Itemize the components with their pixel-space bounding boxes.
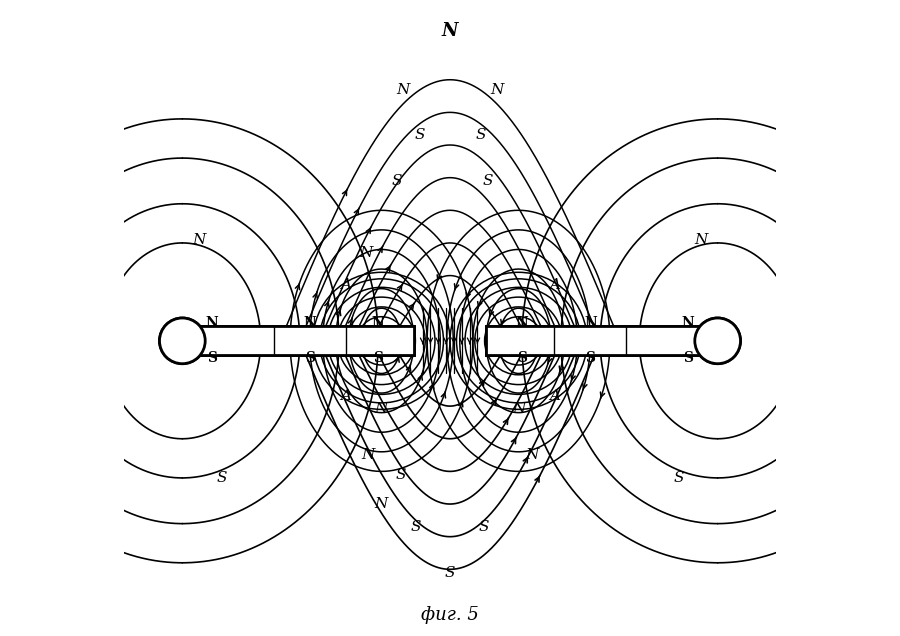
Text: S: S bbox=[374, 352, 383, 366]
Text: S: S bbox=[445, 565, 455, 579]
Text: S: S bbox=[479, 520, 490, 534]
Text: S: S bbox=[475, 128, 486, 142]
Text: N: N bbox=[491, 83, 504, 97]
Ellipse shape bbox=[695, 318, 741, 364]
Bar bbox=[183, 326, 414, 356]
Text: N: N bbox=[362, 448, 375, 462]
Text: S: S bbox=[410, 520, 421, 534]
Text: A: A bbox=[549, 279, 560, 293]
Text: N: N bbox=[374, 497, 388, 511]
Text: N: N bbox=[516, 316, 528, 330]
Text: A: A bbox=[549, 389, 560, 403]
Ellipse shape bbox=[159, 318, 205, 364]
Text: N: N bbox=[205, 316, 218, 330]
Bar bbox=[486, 326, 717, 356]
Text: N: N bbox=[303, 316, 316, 330]
Text: N: N bbox=[695, 233, 708, 247]
Text: N: N bbox=[374, 403, 388, 417]
Text: N: N bbox=[682, 316, 695, 330]
Text: N: N bbox=[525, 448, 538, 462]
Text: N: N bbox=[442, 22, 458, 40]
Bar bbox=[183, 326, 414, 356]
Text: A: A bbox=[340, 389, 351, 403]
Text: S: S bbox=[396, 467, 406, 481]
Text: S: S bbox=[304, 352, 315, 366]
Bar bbox=[183, 326, 414, 356]
Text: S: S bbox=[517, 352, 526, 366]
Text: N: N bbox=[396, 83, 410, 97]
Text: N: N bbox=[512, 403, 526, 417]
Text: фиг. 5: фиг. 5 bbox=[421, 606, 479, 624]
Ellipse shape bbox=[695, 318, 741, 364]
Text: S: S bbox=[392, 174, 401, 188]
Text: N: N bbox=[360, 245, 373, 259]
Text: S: S bbox=[673, 471, 684, 485]
Text: N: N bbox=[192, 233, 205, 247]
Text: S: S bbox=[414, 128, 425, 142]
Text: S: S bbox=[683, 352, 693, 366]
Text: S: S bbox=[207, 352, 217, 366]
Text: S: S bbox=[216, 471, 227, 485]
Text: S: S bbox=[482, 174, 493, 188]
Ellipse shape bbox=[159, 318, 205, 364]
Text: N: N bbox=[584, 316, 597, 330]
Bar bbox=[486, 326, 717, 356]
Bar bbox=[486, 326, 717, 356]
Text: A: A bbox=[340, 279, 351, 293]
Text: S: S bbox=[585, 352, 596, 366]
Text: N: N bbox=[372, 316, 384, 330]
